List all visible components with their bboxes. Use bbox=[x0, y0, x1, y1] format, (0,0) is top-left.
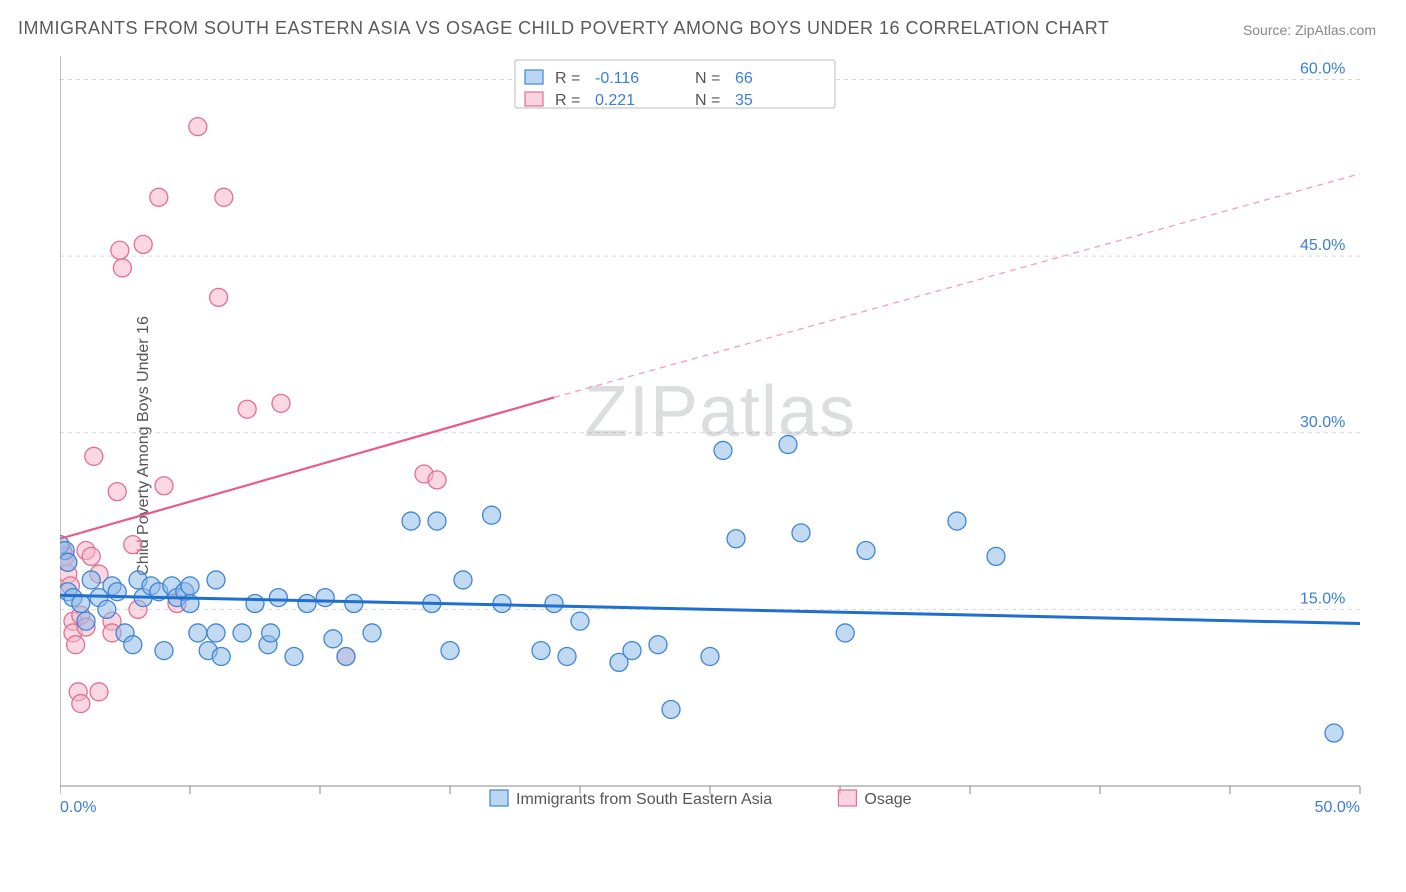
data-point bbox=[363, 624, 381, 642]
data-point bbox=[150, 188, 168, 206]
data-point bbox=[212, 647, 230, 665]
data-point bbox=[792, 524, 810, 542]
data-point bbox=[124, 536, 142, 554]
legend-series-label: Osage bbox=[864, 791, 911, 808]
trend-line-osage-solid bbox=[60, 397, 554, 538]
data-point bbox=[269, 589, 287, 607]
data-point bbox=[189, 118, 207, 136]
data-point bbox=[483, 506, 501, 524]
correlation-legend: R = -0.116 N = 66 R = 0.221 N = 35 bbox=[515, 60, 835, 109]
data-point bbox=[948, 512, 966, 530]
data-point bbox=[246, 595, 264, 613]
data-point bbox=[285, 647, 303, 665]
legend-swatch bbox=[525, 92, 543, 106]
legend-n-value: 66 bbox=[735, 70, 753, 87]
legend-r-label: R = bbox=[555, 92, 580, 109]
data-point bbox=[727, 530, 745, 548]
legend-swatch bbox=[490, 790, 508, 806]
y-tick-label: 60.0% bbox=[1300, 61, 1345, 78]
data-point bbox=[134, 235, 152, 253]
data-point bbox=[623, 642, 641, 660]
legend-n-label: N = bbox=[695, 92, 720, 109]
data-point bbox=[108, 483, 126, 501]
watermark: ZIPatlas bbox=[584, 372, 856, 452]
trend-line-osage-dash bbox=[554, 174, 1360, 398]
data-point bbox=[701, 647, 719, 665]
data-point bbox=[233, 624, 251, 642]
data-point bbox=[558, 647, 576, 665]
data-point bbox=[111, 241, 129, 259]
data-point bbox=[124, 636, 142, 654]
data-point bbox=[262, 624, 280, 642]
legend-series-label: Immigrants from South Eastern Asia bbox=[516, 791, 772, 808]
data-point bbox=[571, 612, 589, 630]
data-point bbox=[532, 642, 550, 660]
data-point bbox=[857, 542, 875, 560]
data-point bbox=[272, 394, 290, 412]
data-point bbox=[60, 553, 77, 571]
data-point bbox=[82, 547, 100, 565]
legend-n-value: 35 bbox=[735, 92, 753, 109]
chart-title: IMMIGRANTS FROM SOUTH EASTERN ASIA VS OS… bbox=[18, 18, 1109, 39]
y-tick-label: 45.0% bbox=[1300, 237, 1345, 254]
data-point bbox=[987, 547, 1005, 565]
correlation-scatter-chart: ZIPatlas 15.0% 30.0% 45.0% 60.0% 0.0% 50.0%… bbox=[60, 56, 1380, 816]
x-axis-max-label: 50.0% bbox=[1315, 799, 1360, 816]
y-tick-label: 15.0% bbox=[1300, 590, 1345, 607]
legend-r-label: R = bbox=[555, 70, 580, 87]
data-point bbox=[210, 288, 228, 306]
data-point bbox=[454, 571, 472, 589]
data-point bbox=[298, 595, 316, 613]
data-point bbox=[82, 571, 100, 589]
legend-swatch bbox=[838, 790, 856, 806]
data-point bbox=[402, 512, 420, 530]
legend-r-value: -0.116 bbox=[595, 70, 639, 87]
data-point bbox=[324, 630, 342, 648]
data-point bbox=[714, 441, 732, 459]
data-point bbox=[428, 471, 446, 489]
data-point bbox=[113, 259, 131, 277]
data-point bbox=[85, 447, 103, 465]
source-attribution: Source: ZipAtlas.com bbox=[1243, 22, 1376, 38]
legend-r-value: 0.221 bbox=[595, 92, 635, 109]
data-point bbox=[428, 512, 446, 530]
data-point bbox=[316, 589, 334, 607]
legend-n-label: N = bbox=[695, 70, 720, 87]
data-point bbox=[67, 636, 85, 654]
data-point bbox=[238, 400, 256, 418]
x-axis-min-label: 0.0% bbox=[60, 799, 96, 816]
data-point bbox=[155, 477, 173, 495]
data-point bbox=[98, 600, 116, 618]
data-point bbox=[181, 577, 199, 595]
data-point bbox=[77, 612, 95, 630]
data-point bbox=[779, 436, 797, 454]
data-point bbox=[155, 642, 173, 660]
data-point bbox=[1325, 724, 1343, 742]
data-point bbox=[90, 683, 108, 701]
legend-swatch bbox=[525, 70, 543, 84]
data-point bbox=[649, 636, 667, 654]
data-point bbox=[72, 695, 90, 713]
data-point bbox=[836, 624, 854, 642]
data-point bbox=[545, 595, 563, 613]
y-tick-label: 30.0% bbox=[1300, 414, 1345, 431]
data-point bbox=[345, 595, 363, 613]
data-point bbox=[662, 700, 680, 718]
data-point bbox=[207, 624, 225, 642]
data-point bbox=[189, 624, 207, 642]
data-point bbox=[441, 642, 459, 660]
data-point bbox=[207, 571, 225, 589]
data-point bbox=[337, 647, 355, 665]
data-point bbox=[215, 188, 233, 206]
series-legend: Immigrants from South Eastern Asia Osage bbox=[490, 790, 912, 808]
